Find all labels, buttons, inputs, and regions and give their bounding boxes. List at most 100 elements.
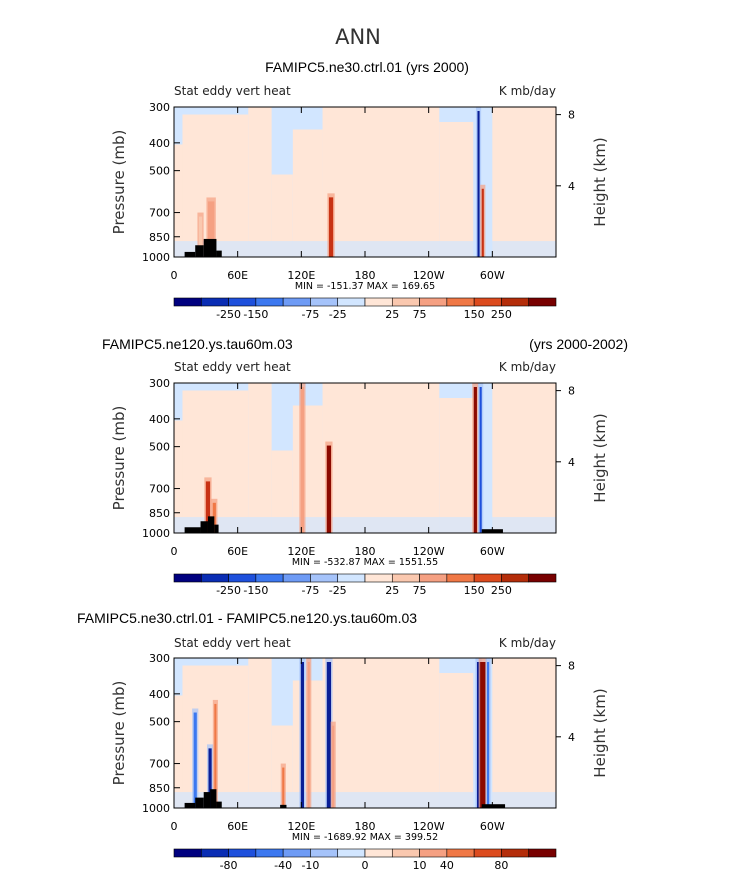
terrain-mask <box>280 804 287 808</box>
colorbar-swatch <box>173 573 202 583</box>
variable-label: Stat eddy vert heat <box>174 84 291 98</box>
colorbar-label: -10 <box>301 859 319 872</box>
field-band-positive <box>322 107 440 257</box>
colorbar-swatch <box>282 297 311 307</box>
colorbar-swatch <box>473 573 502 583</box>
anomaly-plume <box>207 201 215 257</box>
field-band-positive <box>248 107 272 257</box>
x-tick-label: 120W <box>413 269 445 282</box>
height-tick-label: 8 <box>568 385 575 398</box>
y-axis-label: Pressure (mb) <box>110 130 128 235</box>
anomaly-plume <box>193 712 197 808</box>
colorbar-swatch <box>282 848 311 858</box>
min-max-text: MIN = -151.37 MAX = 169.65 <box>295 281 435 292</box>
y-tick-label: 700 <box>149 483 170 496</box>
y-tick-label: 500 <box>149 441 170 454</box>
field-band-positive <box>492 658 556 808</box>
colorbar-label: 250 <box>491 308 512 321</box>
y-tick-label: 1000 <box>142 527 170 540</box>
anomaly-plume <box>328 197 334 257</box>
anomaly-plume <box>307 662 310 808</box>
y-tick-label: 850 <box>149 231 170 244</box>
height-tick-label: 4 <box>568 731 575 744</box>
colorbar-label: -250 <box>216 308 241 321</box>
colorbar-swatch <box>200 573 229 583</box>
colorbar-label: -150 <box>243 584 268 597</box>
y-axis-label-right: Height (km) <box>591 413 609 502</box>
colorbar-swatch <box>446 848 475 858</box>
anomaly-plume <box>208 748 212 808</box>
field-band-positive <box>271 174 293 257</box>
y-tick-label: 400 <box>149 137 170 150</box>
y-tick-label: 300 <box>149 377 170 390</box>
field-band-positive <box>439 122 474 257</box>
terrain-mask <box>203 238 217 257</box>
colorbar-swatch <box>473 848 502 858</box>
colorbar-swatch <box>200 297 229 307</box>
colorbar-swatch <box>310 573 339 583</box>
colorbar-label: -75 <box>301 308 319 321</box>
colorbar-swatch <box>364 297 393 307</box>
anomaly-plume <box>476 662 481 808</box>
x-tick-label: 0 <box>171 820 178 833</box>
colorbar-swatch <box>228 297 257 307</box>
colorbar-label: 40 <box>440 859 454 872</box>
y-tick-label: 400 <box>149 688 170 701</box>
x-tick-label: 180 <box>355 820 376 833</box>
colorbar-swatch <box>391 848 420 858</box>
anomaly-plume <box>479 387 482 533</box>
colorbar-label: -80 <box>220 859 238 872</box>
colorbar-swatch <box>419 573 448 583</box>
colorbar-label: 25 <box>385 584 399 597</box>
colorbar-swatch <box>364 573 393 583</box>
units-label: K mb/day <box>499 84 556 98</box>
colorbar-swatch <box>391 573 420 583</box>
colorbar-label: -250 <box>216 584 241 597</box>
anomaly-plume <box>212 502 216 533</box>
field-band-positive <box>322 383 440 533</box>
anomaly-plume <box>473 387 477 533</box>
panel-3: FAMIPC5.ne30.ctrl.01 - FAMIPC5.ne120.ys.… <box>77 610 609 872</box>
x-tick-label: 180 <box>355 545 376 558</box>
colorbar-swatch <box>228 573 257 583</box>
anomaly-plume <box>300 662 304 808</box>
colorbar-swatch <box>528 573 557 583</box>
terrain-mask <box>210 789 217 808</box>
terrain-mask <box>216 801 222 808</box>
field-band-negative <box>174 792 556 808</box>
anomaly-plume <box>477 111 480 257</box>
field-band-positive <box>439 673 474 808</box>
x-tick-label: 120W <box>413 545 445 558</box>
field-band-positive <box>248 383 272 533</box>
colorbar-label: -25 <box>329 308 347 321</box>
min-max-text: MIN = -1689.92 MAX = 399.52 <box>292 832 438 843</box>
colorbar-swatch <box>173 848 202 858</box>
terrain-mask <box>184 527 201 533</box>
field-band-positive <box>174 420 183 533</box>
colorbar-label: -150 <box>243 308 268 321</box>
colorbar-label: 250 <box>491 584 512 597</box>
y-tick-label: 300 <box>149 652 170 665</box>
anomaly-plume <box>300 387 304 533</box>
x-tick-label: 120E <box>287 820 315 833</box>
terrain-mask <box>195 797 204 808</box>
colorbar-swatch <box>528 848 557 858</box>
colorbar-label: 80 <box>494 859 508 872</box>
y-axis-label: Pressure (mb) <box>110 406 128 511</box>
x-tick-label: 0 <box>171 545 178 558</box>
x-tick-label: 60W <box>480 820 505 833</box>
colorbar-swatch <box>255 297 284 307</box>
height-tick-label: 4 <box>568 180 575 193</box>
anomaly-plume <box>480 662 486 808</box>
terrain-mask <box>216 250 222 257</box>
colorbar-swatch <box>501 297 530 307</box>
field-band-positive <box>174 695 183 808</box>
field-band-positive <box>292 405 323 533</box>
y-tick-label: 400 <box>149 413 170 426</box>
field-band-positive <box>322 658 440 808</box>
field-band-positive <box>271 450 293 533</box>
anomaly-plume <box>481 188 484 257</box>
colorbar-swatch <box>337 297 366 307</box>
colorbar-swatch <box>255 848 284 858</box>
